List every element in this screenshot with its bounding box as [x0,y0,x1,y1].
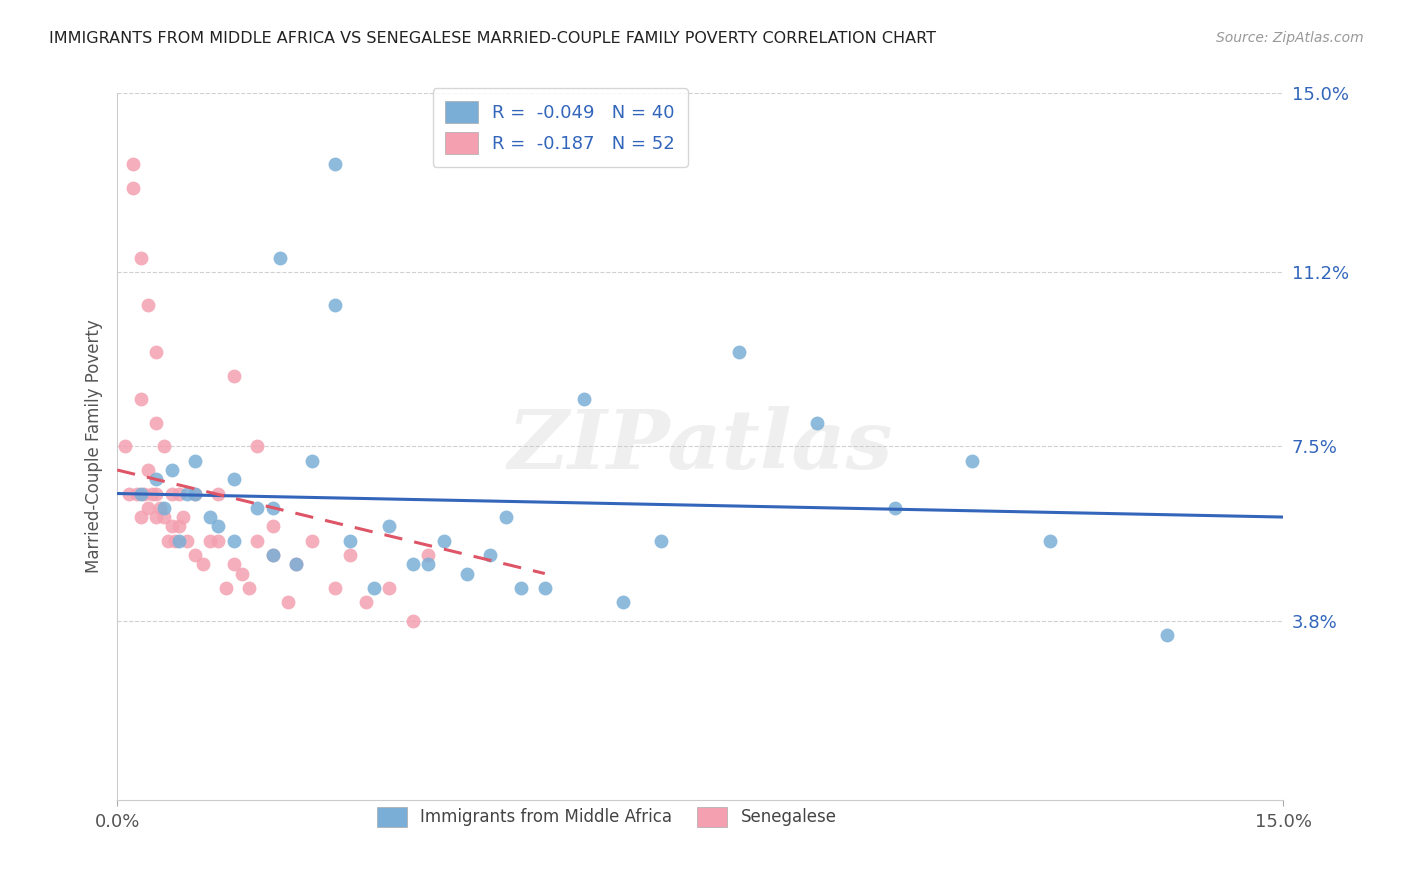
Point [222,533,245,548]
Point [572,392,595,407]
Point [153,500,176,515]
Point [165,533,187,548]
Point [172,510,194,524]
Legend: Immigrants from Middle Africa, Senegalese: Immigrants from Middle Africa, Senegales… [371,800,844,833]
Point [1156,628,1178,642]
Point [277,595,299,609]
Text: Source: ZipAtlas.com: Source: ZipAtlas.com [1216,31,1364,45]
Point [184,486,207,500]
Point [156,533,179,548]
Point [184,453,207,467]
Point [883,500,905,515]
Point [129,486,152,500]
Point [378,581,401,595]
Text: IMMIGRANTS FROM MIDDLE AFRICA VS SENEGALESE MARRIED-COUPLE FAMILY POVERTY CORREL: IMMIGRANTS FROM MIDDLE AFRICA VS SENEGAL… [49,31,936,46]
Point [207,519,229,533]
Point [262,548,284,562]
Point [160,486,183,500]
Point [246,500,269,515]
Point [184,486,207,500]
Point [418,557,440,571]
Point [262,519,284,533]
Point [145,345,167,359]
Point [184,548,207,562]
Point [145,510,167,524]
Y-axis label: Married-Couple Family Poverty: Married-Couple Family Poverty [86,319,103,574]
Point [145,416,167,430]
Point [200,533,222,548]
Point [650,533,672,548]
Point [323,157,346,171]
Point [323,581,346,595]
Point [301,533,323,548]
Point [401,557,423,571]
Point [363,581,385,595]
Point [207,533,229,548]
Point [339,533,361,548]
Point [125,486,148,500]
Point [301,453,323,467]
Point [160,463,183,477]
Point [418,548,440,562]
Point [153,439,176,453]
Point [145,486,167,500]
Point [510,581,533,595]
Point [285,557,308,571]
Point [339,548,361,562]
Point [222,557,245,571]
Point [169,486,191,500]
Point [962,453,984,467]
Point [222,368,245,383]
Point [231,566,253,581]
Point [114,439,136,453]
Point [495,510,517,524]
Text: ZIPatlas: ZIPatlas [508,407,893,486]
Point [121,180,143,194]
Point [160,519,183,533]
Point [222,472,245,486]
Point [401,614,423,628]
Point [269,251,291,265]
Point [378,519,401,533]
Point [728,345,751,359]
Point [176,486,198,500]
Point [456,566,478,581]
Point [134,486,156,500]
Point [207,486,229,500]
Point [238,581,260,595]
Point [533,581,555,595]
Point [285,557,308,571]
Point [806,416,828,430]
Point [262,500,284,515]
Point [215,581,238,595]
Point [121,157,143,171]
Point [433,533,456,548]
Point [136,463,159,477]
Point [149,500,172,515]
Point [246,533,269,548]
Point [136,500,159,515]
Point [169,533,191,548]
Point [141,486,163,500]
Point [191,557,214,571]
Point [129,392,152,407]
Point [200,510,222,524]
Point [323,298,346,312]
Point [612,595,634,609]
Point [129,510,152,524]
Point [169,519,191,533]
Point [1039,533,1062,548]
Point [354,595,377,609]
Point [145,472,167,486]
Point [136,298,159,312]
Point [479,548,502,562]
Point [246,439,269,453]
Point [118,486,141,500]
Point [129,251,152,265]
Point [153,510,176,524]
Point [262,548,284,562]
Point [176,533,198,548]
